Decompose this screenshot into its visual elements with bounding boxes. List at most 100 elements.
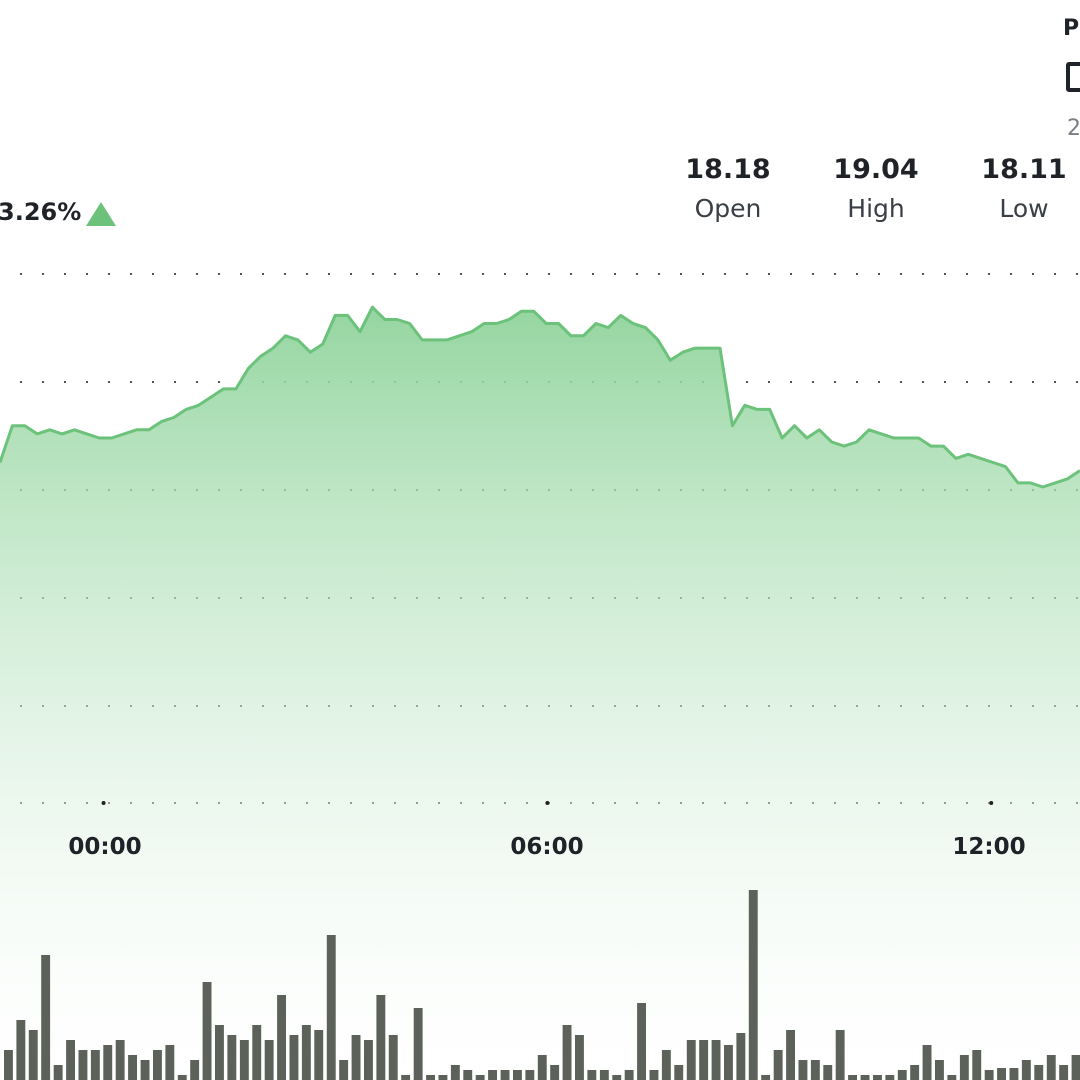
- volume-bar-1: [16, 1020, 26, 1080]
- volume-bar-80: [997, 1068, 1006, 1080]
- volume-bar-6: [78, 1050, 88, 1080]
- volume-bar-28: [351, 1035, 361, 1080]
- volume-bar-24: [301, 1025, 311, 1080]
- volume-bar-72: [897, 1070, 907, 1080]
- volume-bar-70: [873, 1075, 882, 1080]
- volume-bar-40: [500, 1070, 510, 1080]
- volume-bar-57: [711, 1040, 721, 1080]
- volume-bar-84: [1046, 1055, 1056, 1080]
- x-tick-label-0: 00:00: [68, 834, 142, 860]
- volume-bar-30: [376, 995, 386, 1080]
- volume-bar-83: [1034, 1065, 1044, 1080]
- volume-bar-29: [364, 1040, 373, 1080]
- x-tick-mark-2: [989, 801, 994, 805]
- volume-bar-2: [28, 1030, 38, 1080]
- price-line: [0, 305, 1080, 489]
- volume-bar-9: [115, 1040, 125, 1080]
- open-value: 18.18: [685, 154, 771, 185]
- volume-bar-85: [1059, 1065, 1069, 1080]
- volume-bar-16: [202, 982, 212, 1080]
- x-tick-mark-1: [545, 801, 550, 805]
- header-date-partial: 2: [1067, 116, 1080, 141]
- up-arrow-icon: [86, 202, 116, 226]
- volume-bar-15: [190, 1060, 200, 1080]
- volume-bar-19: [239, 1040, 249, 1080]
- x-tick-mark-0: [101, 801, 106, 805]
- volume-bar-27: [339, 1060, 349, 1080]
- volume-bar-13: [165, 1045, 175, 1080]
- volume-bar-4: [53, 1065, 63, 1080]
- volume-bar-22: [277, 995, 286, 1080]
- volume-bar-67: [835, 1030, 845, 1080]
- volume-bar-46: [575, 1035, 584, 1080]
- low-value: 18.11: [981, 154, 1067, 185]
- volume-bar-81: [1009, 1068, 1019, 1080]
- calendar-icon: [1066, 62, 1080, 92]
- volume-bar-32: [401, 1075, 411, 1080]
- x-tick-label-2: 12:00: [952, 834, 1026, 860]
- change-percent: 3.26%: [0, 198, 82, 226]
- volume-bar-33: [413, 1008, 423, 1080]
- volume-bar-11: [140, 1060, 150, 1080]
- volume-bar-43: [537, 1055, 547, 1080]
- volume-bar-58: [724, 1045, 733, 1080]
- volume-bar-53: [661, 1050, 671, 1080]
- header-label-partial: P: [1063, 16, 1080, 41]
- volume-bar-60: [748, 890, 758, 1080]
- volume-bar-23: [289, 1035, 299, 1080]
- x-axis-tick-marks: [101, 801, 994, 805]
- volume-bar-3: [41, 955, 51, 1080]
- x-tick-label-1: 06:00: [510, 834, 584, 860]
- volume-bar-73: [910, 1065, 920, 1080]
- volume-bar-10: [128, 1055, 137, 1080]
- volume-bar-36: [450, 1065, 460, 1080]
- volume-bar-20: [252, 1025, 262, 1080]
- volume-bars: [4, 890, 1080, 1080]
- volume-bar-71: [885, 1075, 895, 1080]
- volume-bar-0: [4, 1050, 13, 1080]
- volume-bar-66: [823, 1065, 833, 1080]
- volume-bar-21: [264, 1040, 274, 1080]
- low-label: Low: [999, 194, 1049, 223]
- high-value: 19.04: [833, 154, 919, 185]
- volume-bar-56: [699, 1040, 709, 1080]
- volume-bar-34: [426, 1075, 435, 1080]
- high-label: High: [847, 194, 905, 223]
- volume-bar-7: [90, 1050, 100, 1080]
- price-area-fill: [0, 307, 1080, 1080]
- volume-bar-18: [227, 1035, 237, 1080]
- volume-bar-64: [798, 1060, 808, 1080]
- volume-bar-48: [599, 1070, 609, 1080]
- volume-bar-39: [488, 1070, 497, 1080]
- volume-bar-38: [475, 1075, 485, 1080]
- volume-bar-49: [612, 1075, 622, 1080]
- volume-bar-61: [761, 1075, 771, 1080]
- volume-bar-79: [984, 1070, 994, 1080]
- volume-bar-63: [786, 1030, 795, 1080]
- volume-bar-86: [1071, 1055, 1080, 1080]
- volume-bar-47: [587, 1070, 597, 1080]
- volume-bar-12: [153, 1050, 162, 1080]
- volume-bar-74: [922, 1045, 932, 1080]
- volume-bar-62: [773, 1050, 783, 1080]
- volume-bar-78: [972, 1050, 982, 1080]
- volume-bar-14: [177, 1075, 187, 1080]
- volume-bar-5: [66, 1040, 75, 1080]
- volume-bar-17: [215, 1025, 224, 1080]
- volume-bar-26: [326, 935, 336, 1080]
- volume-bar-55: [686, 1040, 696, 1080]
- volume-bar-41: [513, 1070, 522, 1080]
- volume-bar-59: [736, 1033, 746, 1080]
- volume-bar-25: [314, 1030, 324, 1080]
- volume-bar-76: [947, 1075, 957, 1080]
- volume-bar-75: [935, 1060, 944, 1080]
- volume-bar-42: [525, 1070, 535, 1080]
- volume-bar-69: [860, 1075, 870, 1080]
- volume-bar-8: [103, 1045, 113, 1080]
- volume-bar-54: [674, 1065, 684, 1080]
- open-label: Open: [694, 194, 762, 223]
- volume-bar-52: [649, 1070, 659, 1080]
- volume-bar-50: [624, 1070, 634, 1080]
- volume-bar-82: [1021, 1060, 1031, 1080]
